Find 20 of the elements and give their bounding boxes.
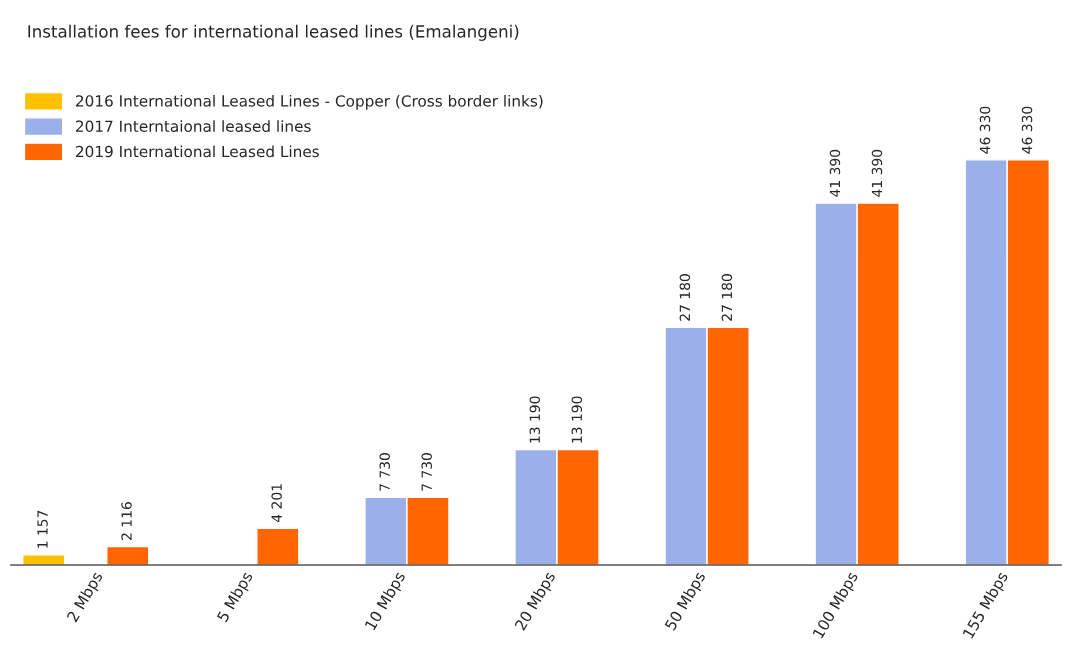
data-label: 13 190 — [529, 396, 541, 443]
data-label: 1 157 — [37, 510, 48, 548]
bar — [106, 545, 150, 566]
bar — [256, 527, 300, 566]
data-label: 41 390 — [829, 149, 841, 197]
bar — [22, 554, 66, 566]
data-label: 46 330 — [1021, 106, 1033, 154]
legend-label: 2017 Interntaional leased lines — [76, 120, 311, 132]
data-label: 27 180 — [721, 274, 733, 321]
data-label: 2 116 — [121, 502, 132, 540]
data-label: 4 201 — [271, 484, 282, 523]
legend-label: 2016 International Leased Lines - Copper (Cross border links) — [76, 94, 543, 110]
data-label: 41 390 — [871, 149, 883, 197]
data-label: 7 730 — [379, 453, 390, 491]
chart-title: Installation fees for international leased lines (Emalangeni) — [28, 24, 519, 41]
legend-label: 2019 International Leased Lines — [76, 145, 319, 158]
data-label: 7 730 — [421, 453, 432, 491]
data-label: 13 190 — [571, 396, 583, 443]
data-label: 46 330 — [979, 106, 991, 154]
data-label: 27 180 — [679, 274, 691, 321]
